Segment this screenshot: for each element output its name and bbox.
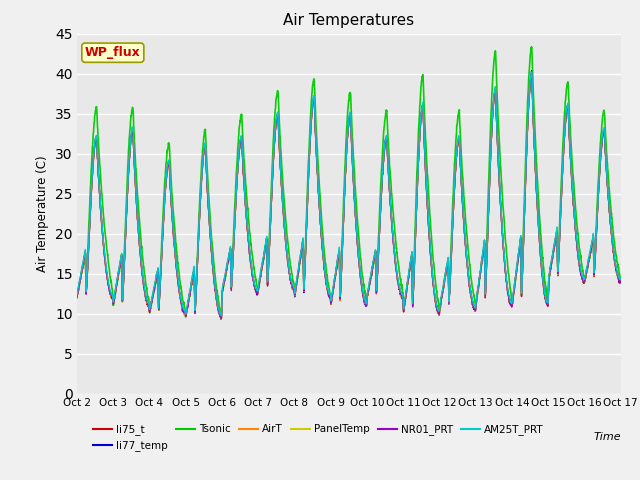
Text: Time: Time — [593, 432, 621, 443]
Legend: li75_t, li77_temp, Tsonic, AirT, PanelTemp, NR01_PRT, AM25T_PRT: li75_t, li77_temp, Tsonic, AirT, PanelTe… — [93, 424, 544, 451]
Title: Air Temperatures: Air Temperatures — [284, 13, 414, 28]
Text: WP_flux: WP_flux — [85, 46, 141, 59]
Y-axis label: Air Temperature (C): Air Temperature (C) — [36, 156, 49, 272]
